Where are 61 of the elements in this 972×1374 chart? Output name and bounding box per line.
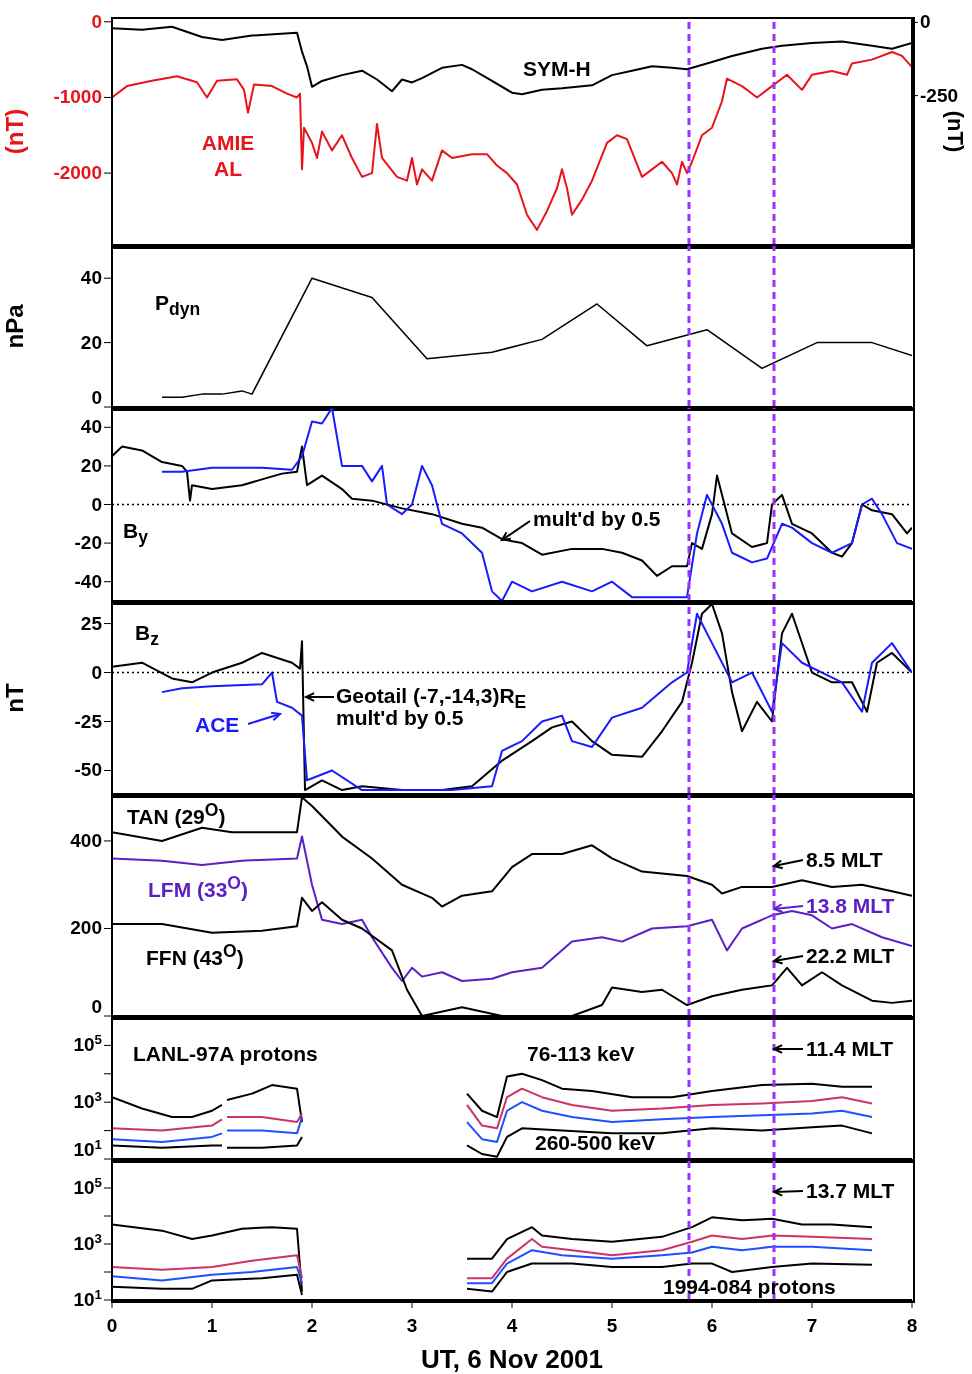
y-tick-label: 10$^{1}$ <box>73 1286 103 1310</box>
y-tick-label: -20 <box>74 532 102 554</box>
annotation: 1994-084 protons <box>663 1274 836 1300</box>
y-tick-label: 40 <box>80 267 102 289</box>
x-tick-label: 1 <box>206 1315 218 1336</box>
y-tick-label: 0 <box>91 387 102 408</box>
y-tick-label: 10$^{3}$ <box>73 1230 102 1254</box>
line-series <box>112 445 912 577</box>
annotation: 11.4 MLT <box>806 1036 894 1062</box>
y-tick-label: 25 <box>80 612 103 634</box>
y-tick-label: 10$^{5}$ <box>73 1174 103 1198</box>
x-axis-title: UT, 6 Nov 2001 <box>420 1344 604 1374</box>
annotation: 22.2 MLT <box>806 943 895 969</box>
y-tick-label: 10$^{3}$ <box>73 1088 102 1113</box>
y-axis-title: nPa <box>0 303 28 349</box>
series-label: FFN (43$^{O}$) <box>146 940 244 971</box>
line-series <box>112 51 912 231</box>
y-tick-label: 0 <box>91 996 102 1017</box>
x-tick-label: 6 <box>706 1315 718 1336</box>
annotation: LANL-97A protons <box>133 1041 318 1067</box>
series-label: ACE <box>195 712 240 738</box>
y-tick-label: 200 <box>70 917 102 939</box>
y-tick-label: -1000 <box>53 86 102 108</box>
y2-tick-label: 0 <box>920 11 931 33</box>
series-label: AMIE AL <box>200 130 256 182</box>
y-tick-label: -25 <box>74 710 103 732</box>
text: B$_{y}$ <box>123 518 148 550</box>
y-tick-label: -40 <box>74 570 102 592</box>
y-tick-label: 20 <box>80 454 102 476</box>
y2-axis-title: (nT) <box>943 110 969 153</box>
y-tick-label: 0 <box>91 10 102 32</box>
y-tick-label: 0 <box>91 493 102 515</box>
x-tick-label: 3 <box>406 1315 418 1336</box>
series-label: 260-500 keV <box>535 1130 656 1156</box>
y-tick-label: 20 <box>80 331 102 353</box>
y-tick-label: 400 <box>70 829 102 851</box>
x-tick-label: 2 <box>306 1315 318 1336</box>
x-tick-label: 8 <box>906 1315 918 1336</box>
x-tick-label: 5 <box>606 1315 618 1336</box>
y-tick-label: -2000 <box>53 162 102 184</box>
y-tick-label: 10$^{5}$ <box>73 1031 103 1056</box>
x-tick-label: 7 <box>806 1315 818 1336</box>
y-tick-label: 40 <box>80 416 102 438</box>
y-tick-label: -50 <box>74 759 102 781</box>
series-label: SYM-H <box>523 56 591 82</box>
y-tick-label: 10$^{1}$ <box>73 1136 103 1160</box>
y-axis-title: (nT) <box>0 108 28 155</box>
annotation: mult'd by 0.5 <box>533 506 661 532</box>
text: P$_{dyn}$ <box>155 290 201 322</box>
annotation: 8.5 MLT <box>806 847 883 873</box>
y2-tick-label: -250 <box>920 84 959 106</box>
y-axis-title: nT <box>0 683 28 713</box>
y-tick-label: 0 <box>91 661 102 683</box>
series-label: 76-113 keV <box>527 1041 635 1067</box>
annotation: 13.8 MLT <box>806 893 895 919</box>
series-label: TAN (29$^{O}$) <box>127 799 226 830</box>
text: B$_{z}$ <box>135 620 159 652</box>
annotation: 13.7 MLT <box>806 1178 895 1204</box>
x-tick-label: 0 <box>106 1315 118 1336</box>
x-tick-label: 4 <box>506 1315 518 1336</box>
series-label: LFM (33$^{O}$) <box>148 872 248 903</box>
